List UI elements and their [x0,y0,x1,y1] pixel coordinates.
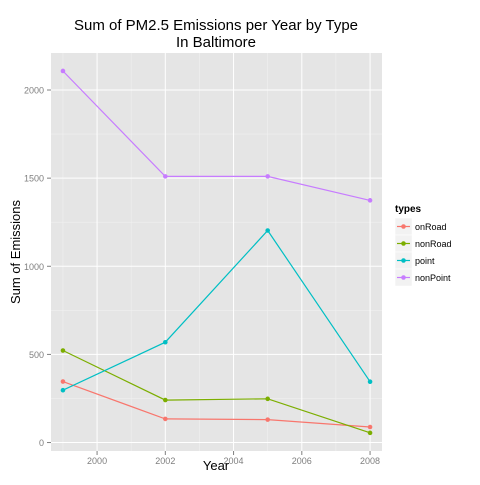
data-point-nonPoint [60,68,66,74]
data-point-onRoad [367,424,373,430]
x-tick-label: 2004 [224,456,244,466]
data-point-nonPoint [163,174,168,179]
data-point-point [367,379,373,385]
y-tick-label: 2000 [24,86,44,96]
data-point-nonRoad [367,430,373,436]
chart-title-line-2: In Baltimore [176,34,256,51]
legend-label-nonRoad: nonRoad [415,239,452,249]
data-point-point [265,228,270,233]
data-point-nonRoad [60,348,66,353]
x-tick-label: 2000 [87,456,107,466]
grid-major [51,53,382,451]
legend-key-point-nonPoint [401,275,406,280]
data-point-onRoad [265,417,270,422]
x-tick-label: 2008 [360,456,380,466]
y-axis-ticks: 0 500 1000 1500 2000 [24,86,51,448]
series-points [60,68,373,436]
legend-keys: onRoad nonRoad point nonPoint [394,217,452,287]
data-point-nonPoint [367,198,373,203]
chart-title-line-1: Sum of PM2.5 Emissions per Year by Type [74,17,358,34]
data-point-point [60,387,66,393]
y-axis-label: Sum of Emissions [8,199,23,304]
grid-minor [51,53,382,451]
series-line-onRoad [62,381,371,428]
x-axis-label: Year [203,458,230,473]
legend-label-point: point [415,256,435,266]
y-tick-label: 500 [29,350,44,360]
data-point-point [163,339,168,345]
legend-key-point-onRoad [401,224,406,229]
legend-title: types [395,204,422,215]
data-point-nonRoad [265,396,270,402]
data-point-nonPoint [265,174,270,179]
x-tick-label: 2006 [292,456,312,466]
y-tick-label: 1500 [24,174,44,184]
series-lines [62,70,371,434]
y-tick-label: 0 [39,438,44,448]
data-point-onRoad [60,379,66,384]
y-tick-label: 1000 [24,262,44,272]
data-point-onRoad [163,416,168,422]
legend-key-point-point [401,258,406,263]
legend-key-point-nonRoad [401,241,406,246]
legend: types onRoad nonRoad point nonPoint [394,204,452,287]
data-point-nonRoad [163,397,168,403]
series-line-nonRoad [62,349,371,434]
x-tick-label: 2002 [155,456,175,466]
legend-label-onRoad: onRoad [415,222,447,232]
plot-panel [51,53,382,451]
legend-label-nonPoint: nonPoint [415,273,451,283]
series-line-point [62,229,371,391]
x-axis-ticks: 2000 2002 2004 2006 2008 [87,451,380,466]
series-line-nonPoint [62,70,371,201]
